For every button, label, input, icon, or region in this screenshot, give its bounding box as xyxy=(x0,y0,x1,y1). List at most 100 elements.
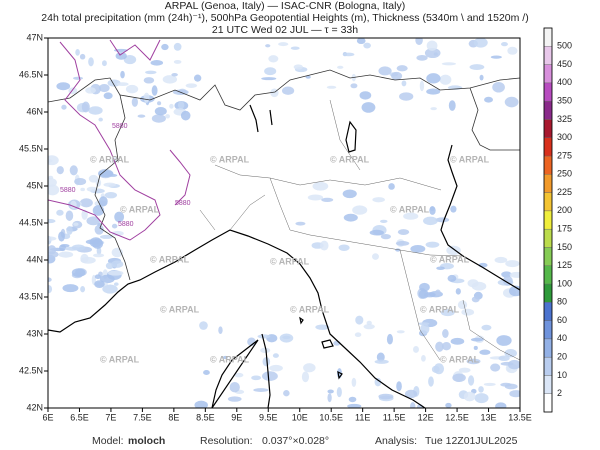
precip-cell xyxy=(151,114,166,123)
precip-cell xyxy=(80,286,86,293)
precip-cell xyxy=(428,376,434,387)
precip-cell xyxy=(169,103,174,109)
watermark: © ARPAL xyxy=(210,154,250,164)
precip-cell xyxy=(327,389,334,394)
precip-cell xyxy=(74,178,87,186)
precip-cell xyxy=(343,213,358,222)
precip-cell xyxy=(125,84,139,94)
colorbar-swatch xyxy=(543,320,553,340)
precip-cell xyxy=(88,174,99,183)
precip-cell xyxy=(173,42,182,51)
precip-cell xyxy=(403,212,419,220)
precip-cell xyxy=(65,210,74,221)
precip-cell xyxy=(504,96,519,108)
colorbar-swatch xyxy=(543,247,553,266)
precip-cell xyxy=(429,206,436,215)
colorbar-swatch xyxy=(543,210,553,230)
precip-cell xyxy=(447,274,457,282)
precip-cell xyxy=(253,388,269,392)
lake xyxy=(249,104,357,153)
precip-cell xyxy=(342,189,357,199)
lat-label: 46N xyxy=(26,106,43,116)
precip-cell xyxy=(199,321,208,330)
precip-cell xyxy=(48,285,53,294)
precip-cell xyxy=(257,334,271,339)
precip-cell xyxy=(79,198,93,208)
precip-cell xyxy=(376,352,385,362)
precip-cell xyxy=(305,75,311,79)
precip-cell xyxy=(103,92,113,100)
precip-cell xyxy=(48,219,56,224)
precip-cell xyxy=(262,371,278,381)
watermark: © ARPAL xyxy=(270,256,310,266)
precip-cell xyxy=(388,183,395,190)
precip-cell xyxy=(446,245,461,256)
watermark: © ARPAL xyxy=(150,254,190,264)
precip-cell xyxy=(372,253,379,260)
precip-cell xyxy=(227,396,242,402)
precip-cell xyxy=(111,223,118,229)
lon-label: 12E xyxy=(418,412,434,422)
watermark: © ARPAL xyxy=(90,154,130,164)
precip-cell xyxy=(120,70,125,79)
precip-cell xyxy=(374,359,389,364)
colorbar-swatch xyxy=(543,82,553,102)
precip-cell xyxy=(295,221,306,226)
precip-cell xyxy=(157,101,162,106)
precip-cell xyxy=(461,308,475,316)
colorbar-swatch xyxy=(543,338,553,358)
colorbar-swatch xyxy=(543,174,553,193)
precip-cell xyxy=(436,266,445,270)
precip-cell xyxy=(303,363,316,373)
precip-cell xyxy=(98,196,108,207)
lon-label: 13.5E xyxy=(508,412,532,422)
precip-cell xyxy=(496,335,512,346)
precip-cell xyxy=(363,324,375,330)
precip-cell xyxy=(88,57,94,67)
precip-cell xyxy=(86,186,98,192)
precip-cell xyxy=(102,284,118,294)
precip-cell xyxy=(502,275,513,286)
precip-cell xyxy=(278,42,289,47)
precip-cell xyxy=(265,44,271,48)
colorbar-swatch xyxy=(543,64,553,84)
precip-cell xyxy=(457,300,468,310)
precip-cell xyxy=(404,389,418,399)
precip-cell xyxy=(369,229,384,236)
precip-cell xyxy=(251,375,262,381)
precip-cell xyxy=(150,60,164,66)
footer-label: Model: xyxy=(92,435,124,447)
precip-cell xyxy=(116,82,129,87)
lon-label: 11.5E xyxy=(383,412,406,422)
precip-cell xyxy=(326,85,337,89)
colorbar-swatch xyxy=(543,302,553,321)
precip-cell xyxy=(319,240,329,251)
precip-cell xyxy=(56,209,64,216)
precip-cell xyxy=(161,43,169,51)
precip-cell xyxy=(88,106,103,115)
precip-cell xyxy=(58,251,74,258)
precip-cell xyxy=(401,80,407,87)
watermark: © ARPAL xyxy=(330,154,370,164)
precip-cell xyxy=(423,216,438,226)
precip-cell xyxy=(165,114,171,119)
precip-cell xyxy=(75,48,80,56)
precip-cell xyxy=(479,74,484,81)
precip-cell xyxy=(426,88,441,95)
precip-cell xyxy=(145,70,157,75)
precip-cell xyxy=(479,349,491,355)
precip-cell xyxy=(363,42,371,49)
colorbar-label: 500 xyxy=(557,41,572,51)
colorbar-label: 150 xyxy=(557,242,572,252)
precip-cell xyxy=(92,253,105,258)
watermark: © ARPAL xyxy=(100,354,140,364)
precip-cell xyxy=(269,364,283,372)
precip-cell xyxy=(71,268,86,278)
colorbar-label: 300 xyxy=(557,132,572,142)
precip-cell xyxy=(99,274,115,284)
colorbar-label: 275 xyxy=(557,150,572,160)
precip-cell xyxy=(262,357,271,367)
contour-5880 xyxy=(109,39,191,206)
lon-label: 13E xyxy=(481,412,497,422)
precip-cell xyxy=(123,54,137,65)
